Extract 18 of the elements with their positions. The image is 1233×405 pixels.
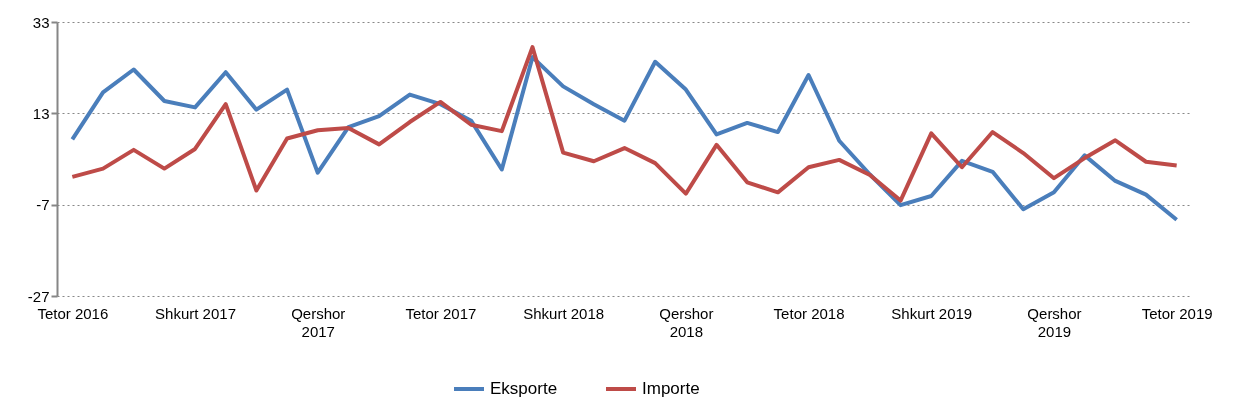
line-series	[70, 55, 1179, 222]
x-tick-label: Tetor 2016	[37, 304, 109, 322]
x-tick-label: Tetor 2018	[773, 304, 845, 322]
x-tick-label: Qershor 2018	[659, 304, 714, 340]
x-tick-label: Shkurt 2018	[523, 304, 605, 322]
y-tick-label: 33	[32, 13, 50, 31]
legend-label: Eksporte	[490, 379, 558, 398]
x-tick-label: Shkurt 2019	[891, 304, 973, 322]
x-tick-label: Tetor 2017	[405, 304, 477, 322]
legend-label: Importe	[642, 379, 700, 398]
line-series	[70, 45, 1179, 203]
x-tick-label: Tetor 2019	[1141, 304, 1213, 322]
x-tick-label: Qershor 2019	[1027, 304, 1082, 340]
x-tick-label: Qershor 2017	[291, 304, 346, 340]
y-tick-label: -7	[36, 196, 50, 214]
x-tick-label: Shkurt 2017	[155, 304, 236, 322]
y-tick-label: 13	[32, 104, 50, 122]
y-tick-label: -27	[27, 287, 50, 305]
